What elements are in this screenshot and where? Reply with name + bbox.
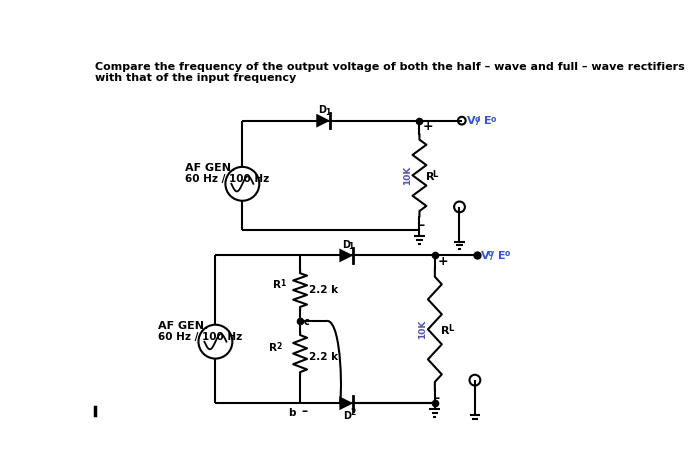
Text: R: R — [426, 172, 434, 182]
Text: AF GEN.: AF GEN. — [184, 163, 235, 174]
Text: –: – — [433, 392, 439, 405]
Text: –: – — [301, 405, 308, 418]
Text: / E: / E — [477, 116, 492, 126]
Text: with that of the input frequency: with that of the input frequency — [94, 72, 296, 83]
Text: 60 Hz / 100 Hz: 60 Hz / 100 Hz — [157, 332, 242, 342]
Text: R: R — [270, 343, 277, 353]
Text: 1: 1 — [280, 279, 286, 288]
Text: 1: 1 — [326, 108, 331, 117]
Text: R: R — [441, 326, 450, 336]
Text: R: R — [273, 280, 281, 289]
Text: 10K: 10K — [403, 166, 412, 185]
Text: D: D — [342, 240, 350, 250]
Text: o: o — [474, 114, 480, 123]
Text: D: D — [319, 105, 326, 115]
Text: +: + — [423, 120, 433, 133]
Text: AF GEN.: AF GEN. — [157, 321, 208, 331]
Polygon shape — [340, 248, 353, 263]
Text: o: o — [491, 114, 496, 123]
Text: 10K: 10K — [418, 320, 427, 339]
Text: c: c — [304, 316, 309, 327]
Text: 2.2 k: 2.2 k — [309, 352, 338, 362]
Text: V: V — [467, 116, 476, 126]
Text: 2: 2 — [277, 342, 281, 351]
Text: L: L — [432, 170, 438, 179]
Text: L: L — [448, 324, 453, 333]
Text: –: – — [418, 219, 424, 232]
Text: o: o — [505, 249, 510, 258]
Text: 1: 1 — [349, 243, 354, 252]
Polygon shape — [340, 396, 353, 410]
Polygon shape — [316, 114, 330, 128]
Text: / E: / E — [491, 251, 506, 261]
Text: 2.2 k: 2.2 k — [309, 285, 338, 295]
Text: b: b — [288, 408, 296, 418]
Text: 60 Hz / 100 Hz: 60 Hz / 100 Hz — [184, 174, 269, 184]
Text: o: o — [488, 249, 493, 258]
Text: Compare the frequency of the output voltage of both the half – wave and full – w: Compare the frequency of the output volt… — [94, 62, 684, 72]
Text: D: D — [343, 411, 351, 420]
Text: +: + — [438, 255, 448, 268]
Text: V: V — [481, 251, 490, 261]
Text: 2: 2 — [350, 408, 356, 417]
